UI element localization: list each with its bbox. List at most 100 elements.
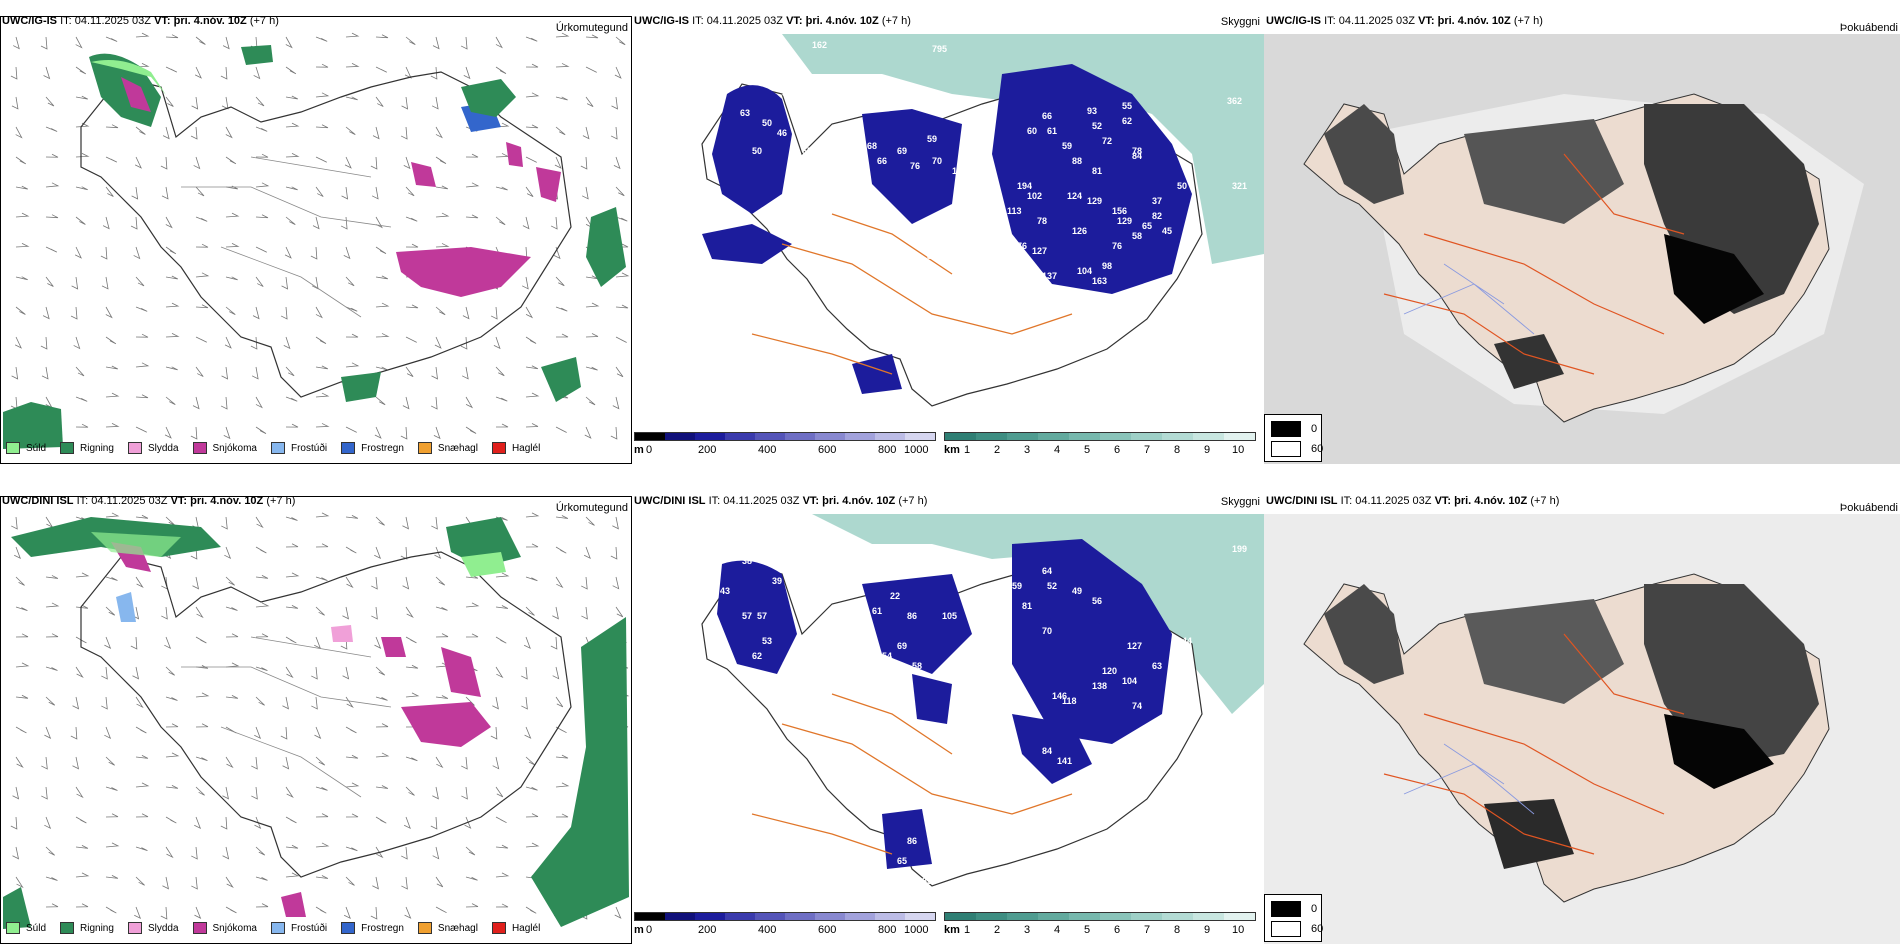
wind-barb [191, 876, 198, 890]
cloud-base-value: 135 [952, 166, 967, 176]
visibility-colorbar-segment [976, 913, 1007, 920]
wind-barb [315, 543, 329, 548]
wind-barb [315, 756, 326, 766]
rain-area-sea-e [586, 207, 626, 287]
wind-barb [405, 606, 414, 619]
wind-barb [132, 666, 140, 680]
wind-barb [523, 636, 531, 650]
wind-barb [225, 276, 238, 281]
wind-barb [75, 903, 89, 908]
cloud-base-value: 66 [877, 156, 887, 166]
wind-barb [615, 272, 630, 278]
wind-barb [105, 512, 120, 518]
cloud-base-value: 176 [1012, 241, 1027, 251]
wind-barb [375, 696, 388, 701]
vis-tick: 7 [1144, 444, 1151, 456]
vt-value: þri. 4.nóv. 10Z [1437, 15, 1511, 27]
wind-barb [555, 426, 567, 433]
legend-swatch [6, 922, 20, 934]
fog-scale-item: 60 [1271, 921, 1323, 937]
cloud-base-colorbar-segment [815, 433, 845, 440]
wind-barb [105, 786, 118, 791]
wind-barb [495, 666, 504, 679]
wind-barb [375, 516, 385, 526]
wind-barb [42, 306, 50, 320]
wind-barb [75, 396, 88, 402]
legend-swatch [417, 922, 432, 934]
wind-barb [135, 576, 144, 589]
wind-barb [315, 124, 329, 129]
wind-barb [255, 666, 268, 671]
wind-barb [492, 696, 499, 710]
legend-item: Súld [6, 442, 46, 454]
cloud-base-value: 47 [740, 61, 750, 71]
colorbar-group: m 0 200 400 600 800 1000 km 1 2 3 4 5 6 … [632, 910, 1264, 940]
wind-barb [225, 576, 235, 586]
wind-barb [345, 96, 358, 101]
visibility-colorbar-segment [1069, 433, 1100, 440]
wind-barb [74, 246, 82, 259]
cloud-base-value: 50 [752, 146, 762, 156]
visibility-colorbar-segment [1100, 433, 1131, 440]
wind-barb [44, 816, 52, 830]
wind-barb [135, 876, 145, 886]
wind-barb [610, 426, 618, 440]
wind-barb [370, 906, 378, 920]
wind-barb [75, 95, 88, 100]
wind-barb [285, 816, 297, 824]
wind-barb [225, 633, 239, 638]
wind-barb [195, 272, 210, 278]
wind-barb [435, 695, 449, 699]
low-cloud-area-north [862, 574, 972, 674]
visibility-label: Skyggni [1220, 16, 1260, 28]
cloud-base-colorbar-segment [725, 433, 755, 440]
wind-barb [311, 666, 318, 680]
cloud-base-value: 63 [1152, 661, 1162, 671]
wind-barb [15, 756, 24, 769]
fog-swatch [1271, 421, 1301, 437]
wind-barb [555, 126, 566, 136]
it-value: 04.11.2025 03Z [74, 15, 151, 27]
low-cloud-area-south [852, 354, 902, 394]
wind-barb [195, 664, 209, 669]
wind-barb [255, 903, 269, 908]
wind-barb [285, 516, 298, 521]
cloud-base-value: 194 [1017, 181, 1032, 191]
it-value: 04.11.2025 03Z [1338, 15, 1415, 27]
legend-label: Snjókoma [212, 442, 257, 454]
legend-label: Snæhagl [437, 442, 478, 454]
cloud-base-value: 76 [910, 161, 920, 171]
cloud-base-value: 124 [1067, 191, 1082, 201]
cloud-base-value: 86 [907, 611, 917, 621]
wind-barb [345, 32, 360, 38]
wind-barb [612, 576, 620, 590]
wind-barb [315, 365, 329, 370]
wind-barb [405, 636, 417, 644]
wind-barb [492, 756, 500, 770]
fog-scale-item: 60 [1271, 441, 1323, 457]
wind-barb [525, 576, 538, 582]
legend-swatch [417, 442, 432, 454]
legend-item: Frostúði [270, 922, 327, 934]
model-name: UWC/DINI ISL [634, 495, 706, 507]
legend-swatch [60, 922, 75, 934]
cloud-base-value: 66 [1042, 111, 1052, 121]
cloud-base-colorbar-segment [905, 433, 935, 440]
wind-barb [105, 875, 119, 879]
vis-tick: 1 [964, 924, 971, 936]
precip-type-label: Úrkomutegund [555, 22, 628, 34]
cloud-base-value: 105 [942, 611, 957, 621]
wind-barb [75, 216, 86, 225]
vt-value: þri. 4.nóv. 10Z [1454, 495, 1528, 507]
cloud-base-colorbar-segment [635, 913, 665, 920]
wind-barb [521, 666, 528, 680]
low-cloud-area-east [992, 64, 1192, 294]
wind-barb [525, 365, 539, 370]
wind-barb [45, 633, 59, 638]
cloud-base-value: 59 [1012, 581, 1022, 591]
wind-barb [402, 396, 410, 410]
wind-barb [495, 872, 510, 878]
model-name: UWC/DINI ISL [1266, 495, 1338, 507]
visibility-unit: km [944, 924, 960, 936]
sea-shading-outer [1264, 34, 1900, 464]
